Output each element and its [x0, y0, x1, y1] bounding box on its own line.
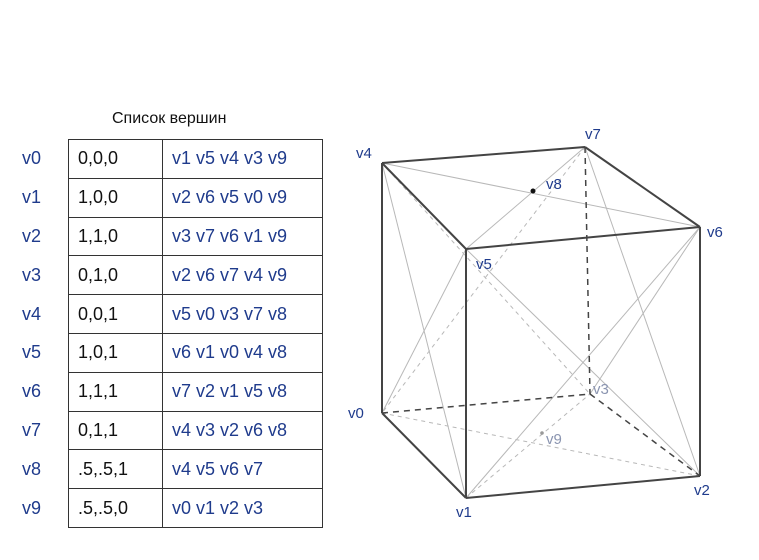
vertex-neighbors: v4 v5 v6 v7 [162, 449, 323, 490]
diagonal-v5-v7 [465, 146, 586, 250]
label-v3: v3 [593, 381, 609, 398]
diagonal-v0-v2 [381, 412, 701, 477]
edge-v5-v4 [381, 162, 467, 250]
vertex-neighbors: v6 v1 v0 v4 v8 [162, 332, 323, 373]
edge-v0-v1 [381, 412, 467, 499]
vertex-list-title: Список вершин [112, 110, 227, 127]
vertex-name: v9 [22, 497, 42, 518]
table-row: v4 0,0,1 v5 v0 v3 v7 v8 [14, 294, 323, 334]
table-row: v5 1,0,1 v6 v1 v0 v4 v8 [14, 332, 323, 373]
table-row: v6 1,1,1 v7 v2 v1 v5 v8 [14, 371, 323, 412]
table-row: v1 1,0,0 v2 v6 v5 v0 v9 [14, 177, 323, 218]
table-row: v3 0,1,0 v2 v6 v7 v4 v9 [14, 255, 323, 296]
vertex-neighbors: v7 v2 v1 v5 v8 [162, 371, 323, 412]
vertex-coords: 1,1,0 [68, 216, 163, 257]
label-v6: v6 [707, 224, 723, 241]
vertex-name: v6 [22, 381, 42, 402]
vertex-neighbors: v5 v0 v3 v7 v8 [162, 294, 323, 334]
label-v7: v7 [585, 126, 601, 143]
table-row: v9 .5,.5,0 v0 v1 v2 v3 [14, 488, 323, 528]
vertex-name: v7 [22, 419, 42, 440]
table-row: v7 0,1,1 v4 v3 v2 v6 v8 [14, 410, 323, 451]
label-v2: v2 [694, 482, 710, 499]
vertex-name: v3 [22, 264, 42, 285]
diagonal-v6-v1 [465, 226, 701, 499]
diagonal-v1-v3 [465, 393, 591, 499]
vertex-coords: 0,0,0 [68, 139, 163, 179]
vertex-coords: .5,.5,1 [68, 449, 163, 490]
vertex-coords: 1,0,1 [68, 332, 163, 373]
vertex-coords: 1,1,1 [68, 371, 163, 412]
label-v5: v5 [476, 256, 492, 273]
label-v8: v8 [546, 176, 562, 193]
vertex-neighbors: v3 v7 v6 v1 v9 [162, 216, 323, 257]
edge-v1-v2 [465, 475, 701, 499]
diagonal-v5-v0 [381, 248, 467, 414]
vertex-neighbors: v0 v1 v2 v3 [162, 488, 323, 528]
edge-v6-v5 [465, 226, 701, 250]
edge-v3-v2 [589, 393, 701, 477]
vertex-name: v8 [22, 458, 42, 479]
vertex-v9-point [540, 431, 544, 435]
table-row: v8 .5,.5,1 v4 v5 v6 v7 [14, 449, 323, 490]
vertex-neighbors: v4 v3 v2 v6 v8 [162, 410, 323, 451]
vertex-coords: .5,.5,0 [68, 488, 163, 528]
vertex-name: v2 [22, 225, 42, 246]
diagonal-v7-v2 [584, 146, 701, 477]
vertex-neighbors: v2 v6 v5 v0 v9 [162, 177, 323, 218]
diagonal-v4-v6 [381, 162, 701, 228]
edge-v7-v6 [584, 146, 701, 228]
vertex-name: v4 [22, 303, 42, 324]
vertex-neighbors: v2 v6 v7 v4 v9 [162, 255, 323, 296]
label-v0: v0 [348, 405, 364, 422]
vertex-name: v0 [22, 148, 42, 169]
label-v9: v9 [546, 431, 562, 448]
diagonal-v4-v3 [381, 162, 591, 395]
edge-v7-v3 [584, 146, 591, 395]
diagonal-v6-v3 [589, 226, 701, 395]
vertex-coords: 0,1,1 [68, 410, 163, 451]
vertex-name: v1 [22, 187, 42, 208]
vertex-table: v0 0,0,0 v1 v5 v4 v3 v9 v1 1,0,0 v2 v6 v… [14, 139, 323, 528]
edge-v4-v7 [381, 146, 586, 164]
vertex-v8-point [530, 188, 536, 194]
label-v1: v1 [456, 504, 472, 521]
vertex-name: v5 [22, 342, 42, 363]
table-row: v2 1,1,0 v3 v7 v6 v1 v9 [14, 216, 323, 257]
edge-v0-v3 [381, 393, 591, 414]
label-v4: v4 [356, 145, 372, 162]
vertex-coords: 0,0,1 [68, 294, 163, 334]
